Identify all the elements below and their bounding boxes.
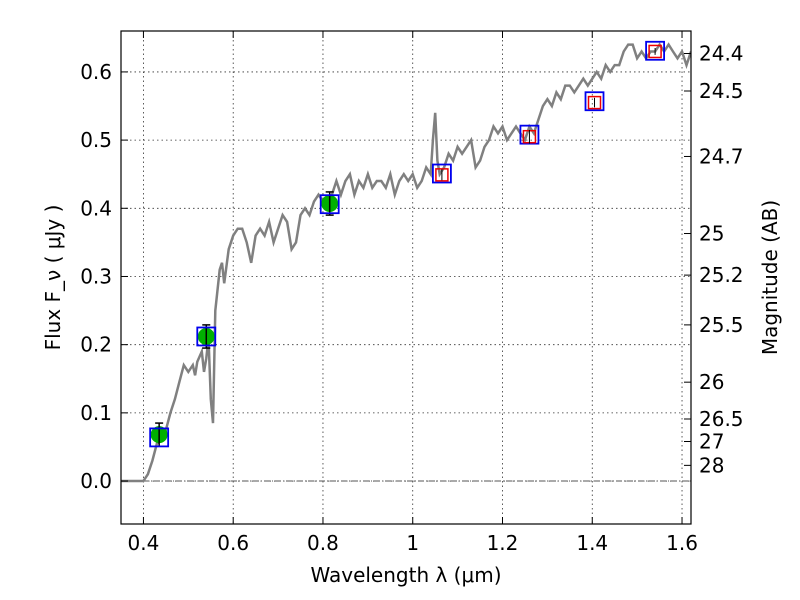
mag-tick-label: 26 (699, 370, 724, 394)
mag-tick-label: 25.5 (699, 313, 744, 337)
mag-tick-label: 25 (699, 222, 724, 246)
data-point (435, 168, 449, 182)
mag-tick-label: 27 (699, 429, 724, 453)
model-point (149, 427, 170, 448)
model-point (584, 91, 605, 112)
model-point (196, 326, 217, 347)
x-tick-label: 1.6 (666, 531, 698, 555)
y-tick-label: 0.3 (80, 264, 112, 288)
model-point (519, 124, 540, 145)
mag-tick-label: 24.4 (699, 42, 744, 66)
y-tick-label: 0.2 (80, 333, 112, 357)
y-tick-label: 0.1 (80, 401, 112, 425)
model-point (319, 194, 340, 215)
y-tick-labels: 0.0 0.1 0.2 0.3 0.4 0.5 0.6 (80, 60, 112, 493)
model-point (432, 163, 452, 184)
mag-tick-label: 25.2 (699, 263, 744, 287)
x-tick-label: 1.4 (576, 531, 608, 555)
y-tick-label: 0.4 (80, 196, 112, 220)
y-tick-label: 0.6 (80, 60, 112, 84)
model-point (645, 40, 665, 61)
plot-frame (120, 30, 692, 525)
y-axis-right-label: Magnitude (AB) (758, 200, 782, 355)
mag-tick-label: 24.7 (699, 144, 744, 168)
data-point (648, 44, 662, 59)
mag-tick-label: 28 (699, 453, 724, 477)
mag-tick-label: 26.5 (699, 407, 744, 431)
photometry-points (149, 40, 665, 448)
x-tick-label: 0.6 (217, 531, 249, 555)
axis-ticks (121, 31, 691, 524)
y-axis-label: Flux F_ν ( μJy ) (41, 205, 65, 351)
mag-tick-label: 24.5 (699, 79, 744, 103)
x-tick-label: 0.4 (128, 531, 160, 555)
x-tick-label: 1.2 (487, 531, 519, 555)
x-tick-label: 0.8 (307, 531, 339, 555)
x-tick-label: 1 (406, 531, 419, 555)
y-tick-label: 0.5 (80, 128, 112, 152)
model-spectrum-line (121, 42, 691, 483)
x-tick-labels: 0.4 0.6 0.8 1 1.2 1.4 1.6 (128, 531, 698, 555)
x-axis-label: Wavelength λ (μm) (310, 563, 501, 587)
grid (121, 31, 691, 524)
data-point (587, 95, 602, 110)
y-tick-label: 0.0 (80, 469, 112, 493)
